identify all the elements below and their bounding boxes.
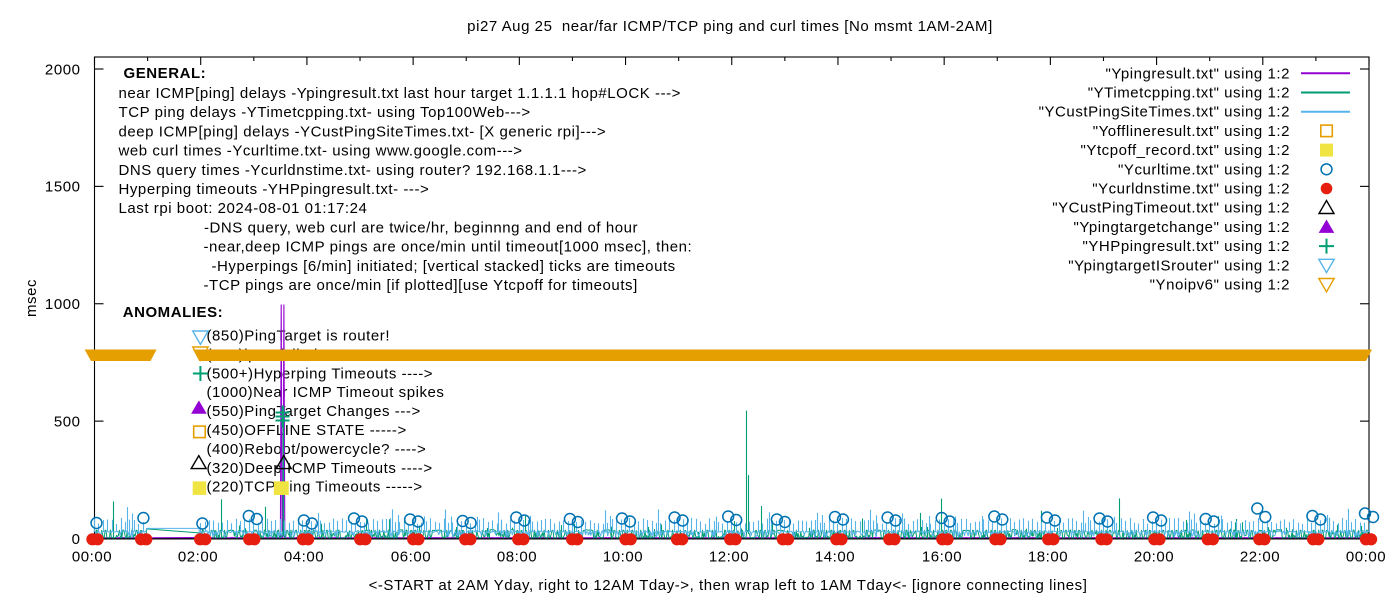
svg-text:(400)Reboot/powercycle? ---->: (400)Reboot/powercycle? ---->	[207, 441, 427, 458]
svg-text:web curl times -Ycurltime.txt-: web curl times -Ycurltime.txt- using www…	[118, 143, 523, 160]
svg-text:10:00: 10:00	[603, 549, 643, 566]
svg-text:<-START at 2AM Yday, right to: <-START at 2AM Yday, right to 12AM Tday-…	[369, 577, 1088, 594]
svg-text:"YHPpingresult.txt" using 1:2: "YHPpingresult.txt" using 1:2	[1082, 238, 1290, 255]
svg-text:00:00: 00:00	[72, 549, 112, 566]
svg-text:1000: 1000	[45, 296, 81, 313]
svg-text:(550)PingTarget Changes --->: (550)PingTarget Changes --->	[207, 403, 421, 420]
svg-text:20:00: 20:00	[1134, 549, 1174, 566]
svg-text:500: 500	[54, 413, 81, 430]
svg-text:"Ypingresult.txt" using 1:2: "Ypingresult.txt" using 1:2	[1106, 65, 1290, 82]
svg-text:(450)OFFLINE STATE ----->: (450)OFFLINE STATE ----->	[207, 422, 407, 439]
svg-text:02:00: 02:00	[178, 549, 218, 566]
svg-text:04:00: 04:00	[284, 549, 324, 566]
svg-text:Hyperping timeouts -YHPpingres: Hyperping timeouts -YHPpingresult.txt- -…	[119, 181, 430, 198]
svg-text:-Hyperpings [6/min] initiated;: -Hyperpings [6/min] initiated; [vertical…	[212, 258, 676, 275]
svg-text:msec: msec	[23, 279, 40, 317]
svg-text:"Yofflineresult.txt" using 1:2: "Yofflineresult.txt" using 1:2	[1093, 123, 1290, 140]
svg-text:(1000)Near ICMP Timeout spikes: (1000)Near ICMP Timeout spikes	[207, 384, 445, 401]
svg-text:deep ICMP[ping] delays -YCustP: deep ICMP[ping] delays -YCustPingSiteTim…	[119, 123, 607, 140]
svg-text:"Ycurldnstime.txt" using 1:2: "Ycurldnstime.txt" using 1:2	[1092, 181, 1290, 198]
svg-text:-near,deep ICMP pings are once: -near,deep ICMP pings are once/min until…	[204, 239, 693, 256]
svg-text:TCP ping delays -YTimetcpping.: TCP ping delays -YTimetcpping.txt- using…	[119, 104, 531, 121]
svg-text:1500: 1500	[45, 179, 81, 196]
svg-text:"YCustPingSiteTimes.txt" using: "YCustPingSiteTimes.txt" using 1:2	[1039, 104, 1290, 121]
svg-text:"YCustPingTimeout.txt" using 1: "YCustPingTimeout.txt" using 1:2	[1052, 200, 1290, 217]
svg-text:"YTimetcpping.txt" using 1:2: "YTimetcpping.txt" using 1:2	[1088, 85, 1290, 102]
svg-text:(320)Deep ICMP Timeouts ---->: (320)Deep ICMP Timeouts ---->	[207, 460, 433, 477]
svg-text:"Ycurltime.txt" using 1:2: "Ycurltime.txt" using 1:2	[1118, 161, 1290, 178]
svg-text:DNS query times -Ycurldnstime.: DNS query times -Ycurldnstime.txt- using…	[119, 162, 587, 179]
svg-text:08:00: 08:00	[497, 549, 537, 566]
svg-text:-TCP pings are once/min [if pl: -TCP pings are once/min [if plotted][use…	[204, 277, 638, 294]
svg-text:2000: 2000	[45, 61, 81, 78]
svg-text:"Ypingtargetchange" using 1:2: "Ypingtargetchange" using 1:2	[1074, 219, 1290, 236]
svg-text:-DNS query, web curl are twice: -DNS query, web curl are twice/hr, begin…	[204, 219, 638, 236]
svg-text:12:00: 12:00	[709, 549, 749, 566]
svg-text:18:00: 18:00	[1028, 549, 1068, 566]
svg-text:pi27 Aug 25 near/far ICMP/TCP: pi27 Aug 25 near/far ICMP/TCP ping and c…	[467, 18, 993, 35]
svg-text:GENERAL:: GENERAL:	[124, 65, 207, 82]
svg-text:ANOMALIES:: ANOMALIES:	[123, 304, 224, 321]
svg-text:(850)PingTarget is router!: (850)PingTarget is router!	[207, 328, 391, 345]
svg-text:near ICMP[ping] delays -Ypingr: near ICMP[ping] delays -Ypingresult.txt …	[119, 85, 681, 102]
svg-text:00:00: 00:00	[1346, 549, 1386, 566]
svg-text:06:00: 06:00	[391, 549, 431, 566]
svg-text:(220)TCP ping Timeouts ----->: (220)TCP ping Timeouts ----->	[207, 479, 423, 496]
svg-text:16:00: 16:00	[922, 549, 962, 566]
svg-text:"Ytcpoff_record.txt" using 1:2: "Ytcpoff_record.txt" using 1:2	[1081, 142, 1290, 159]
svg-text:0: 0	[72, 531, 81, 548]
svg-text:Last rpi boot: 2024-08-01 01:1: Last rpi boot: 2024-08-01 01:17:24	[119, 200, 368, 217]
svg-text:14:00: 14:00	[815, 549, 855, 566]
svg-text:"Ynoipv6" using 1:2: "Ynoipv6" using 1:2	[1150, 277, 1290, 294]
svg-text:22:00: 22:00	[1240, 549, 1280, 566]
svg-text:(500+)Hyperping Timeouts ---->: (500+)Hyperping Timeouts ---->	[207, 365, 434, 382]
svg-text:"YpingtargetISrouter" using 1:: "YpingtargetISrouter" using 1:2	[1068, 257, 1290, 274]
